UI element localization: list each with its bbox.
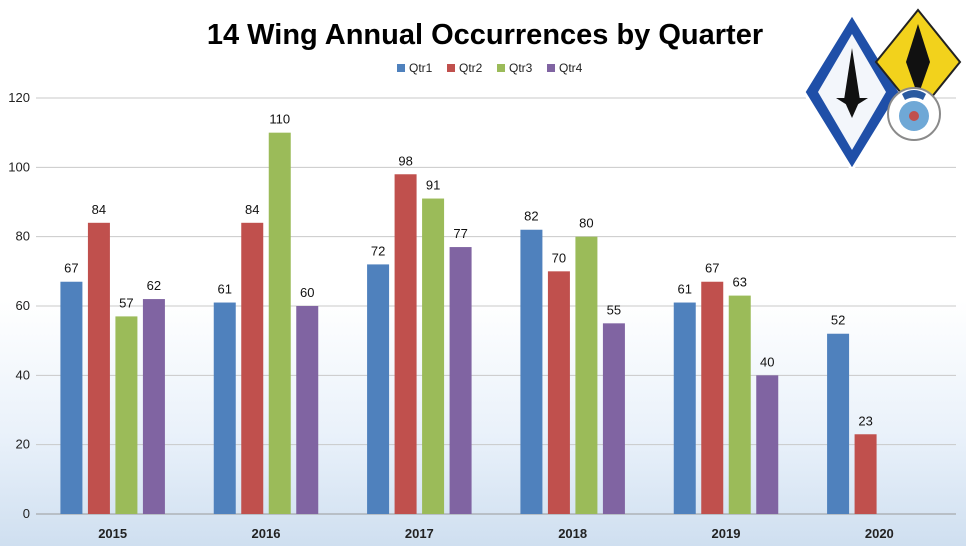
data-label-2015-qtr2: 84 [92, 202, 106, 217]
bar-2020-qtr1 [827, 333, 850, 514]
x-tick-label: 2019 [712, 526, 741, 541]
bar-2017-qtr1 [367, 264, 390, 514]
data-label-2019-qtr3: 63 [733, 275, 747, 290]
bar-2019-qtr2 [701, 281, 724, 514]
data-label-2020-qtr2: 23 [858, 413, 872, 428]
data-labels: 67 84 57 62 61 84 110 60 72 98 91 77 82 70 80 55 61 67 63 4… [64, 112, 873, 429]
bar-2019-qtr4 [756, 375, 779, 514]
bar-2015-qtr3 [115, 316, 138, 514]
wing-crest-dot [909, 111, 919, 121]
data-label-2017-qtr4: 77 [453, 226, 467, 241]
data-label-2019-qtr4: 40 [760, 354, 774, 369]
bar-2016-qtr2 [241, 222, 264, 515]
data-label-2017-qtr3: 91 [426, 178, 440, 193]
y-tick-label: 120 [8, 90, 30, 105]
bar-2020-qtr2 [854, 434, 877, 514]
data-label-2017-qtr1: 72 [371, 243, 385, 258]
data-label-2019-qtr2: 67 [705, 261, 719, 276]
crown-icon [902, 90, 926, 100]
x-tick-label: 2020 [865, 526, 894, 541]
legend-label-qtr3: Qtr3 [509, 61, 533, 75]
bar-2016-qtr3 [268, 132, 291, 514]
flight-safety-badge-logo [802, 11, 902, 173]
bar-2015-qtr4 [142, 299, 165, 514]
bar-2018-qtr3 [575, 236, 598, 514]
legend-swatch-qtr3 [497, 64, 505, 72]
axes: 0 20 40 60 80 100 120 2015 2016 2017 2018 2019 2020 [8, 90, 956, 541]
bar-2017-qtr3 [422, 198, 445, 515]
data-label-2018-qtr2: 70 [552, 250, 566, 265]
chart-title: 14 Wing Annual Occurrences by Quarter [207, 19, 763, 51]
data-label-2016-qtr2: 84 [245, 202, 259, 217]
bar-2018-qtr4 [602, 323, 625, 514]
legend-label-qtr4: Qtr4 [559, 61, 583, 75]
legend: Qtr1 Qtr2 Qtr3 Qtr4 [397, 61, 583, 75]
grid-lines [36, 97, 956, 446]
y-tick-label: 100 [8, 159, 30, 174]
bar-2018-qtr2 [547, 271, 570, 514]
bar-2015-qtr2 [87, 222, 110, 515]
bar-2015-qtr1 [60, 281, 83, 514]
data-label-2017-qtr2: 98 [398, 153, 412, 168]
y-tick-label: 0 [23, 506, 30, 521]
data-label-2015-qtr4: 62 [147, 278, 161, 293]
bar-2018-qtr1 [520, 229, 543, 514]
y-tick-label: 20 [16, 437, 30, 452]
bar-2017-qtr4 [449, 247, 472, 515]
x-tick-label: 2018 [558, 526, 587, 541]
legend-swatch-qtr1 [397, 64, 405, 72]
bar-2016-qtr4 [296, 306, 319, 514]
x-tick-label: 2015 [98, 526, 127, 541]
data-label-2016-qtr3: 110 [269, 112, 290, 127]
bar-2019-qtr3 [728, 295, 751, 514]
legend-swatch-qtr2 [447, 64, 455, 72]
legend-label-qtr2: Qtr2 [459, 61, 483, 75]
data-label-2019-qtr1: 61 [678, 282, 692, 297]
bar-2017-qtr2 [394, 174, 417, 514]
bars [60, 132, 877, 515]
wing-crest-badge-logo [874, 8, 962, 141]
data-label-2020-qtr1: 52 [831, 313, 845, 328]
x-tick-label: 2016 [252, 526, 281, 541]
y-tick-label: 60 [16, 298, 30, 313]
data-label-2018-qtr4: 55 [607, 302, 621, 317]
bar-2016-qtr1 [213, 302, 236, 514]
data-label-2015-qtr1: 67 [64, 261, 78, 276]
wing-crest-arrow-icon [906, 24, 930, 96]
x-tick-label: 2017 [405, 526, 434, 541]
data-label-2016-qtr4: 60 [300, 285, 314, 300]
data-label-2018-qtr3: 80 [579, 216, 593, 231]
y-tick-label: 40 [16, 367, 30, 382]
data-label-2016-qtr1: 61 [218, 282, 232, 297]
bar-2019-qtr1 [673, 302, 696, 514]
data-label-2015-qtr3: 57 [119, 295, 133, 310]
legend-swatch-qtr4 [547, 64, 555, 72]
y-tick-label: 80 [16, 229, 30, 244]
data-label-2018-qtr1: 82 [524, 209, 538, 224]
legend-label-qtr1: Qtr1 [409, 61, 433, 75]
aircraft-wing-icon [836, 98, 868, 108]
